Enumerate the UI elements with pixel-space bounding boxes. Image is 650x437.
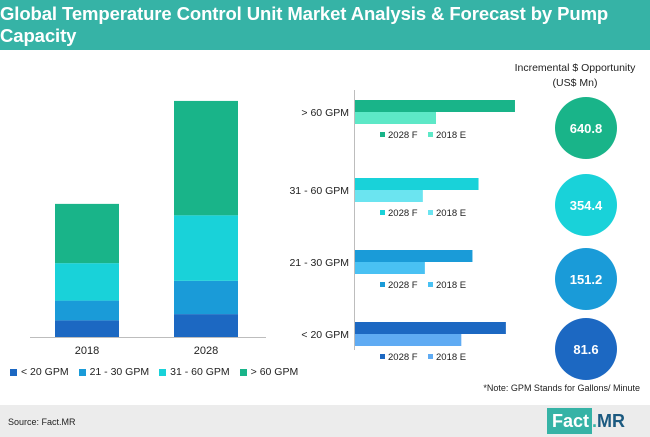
bar-segment-2028-3 (174, 100, 238, 216)
legend-2018-label: 2018 E (436, 130, 466, 141)
legend-item: 21 - 30 GPM (78, 366, 150, 378)
legend-label: > 60 GPM (250, 366, 299, 378)
opportunity-circle: 640.8 (555, 97, 617, 159)
bar-segment-2018-1 (55, 300, 119, 321)
legend-2028-swatch (380, 354, 385, 359)
legend-2018-label: 2018 E (436, 280, 466, 291)
legend-2028-label: 2028 F (388, 208, 418, 219)
footer: Source: Fact.MR Fact . MR (0, 405, 650, 437)
opportunity-circle: 354.4 (555, 174, 617, 236)
opportunity-circle: 151.2 (555, 248, 617, 310)
bar-segment-2028-1 (174, 280, 238, 315)
legend-2028-label: 2028 F (388, 352, 418, 363)
opportunity-header-line1: Incremental $ Opportunity (514, 62, 636, 74)
bar-2018-1 (355, 190, 423, 202)
note: *Note: GPM Stands for Gallons/ Minute (483, 383, 640, 393)
page-title: Global Temperature Control Unit Market A… (0, 3, 609, 46)
legend-2028-swatch (380, 210, 385, 215)
logo-dot: . (592, 410, 598, 431)
stacked-legend: < 20 GPM 21 - 30 GPM 31 - 60 GPM > 60 GPM (10, 366, 298, 378)
bar-segment-2018-2 (55, 263, 119, 301)
legend-label: 31 - 60 GPM (170, 366, 230, 378)
legend-swatch (159, 368, 167, 376)
legend-2018-label: 2018 E (436, 208, 466, 219)
factmr-logo: Fact . MR (547, 407, 642, 435)
legend-2028-swatch (380, 132, 385, 137)
opportunity-header: Incremental $ Opportunity (US$ Mn) (511, 61, 639, 91)
legend-2018-label: 2018 E (436, 352, 466, 363)
legend-label: 21 - 30 GPM (89, 366, 150, 378)
source-text: Source: Fact.MR (8, 417, 76, 427)
legend-2018-swatch (428, 210, 433, 215)
bar-2028-1 (355, 178, 479, 190)
legend-item: > 60 GPM (239, 366, 299, 378)
legend-2028-swatch (380, 282, 385, 287)
bar-2018-2 (355, 262, 425, 274)
legend-swatch (78, 368, 86, 376)
legend-swatch (239, 368, 247, 376)
legend-swatch (10, 368, 17, 376)
legend-2018-swatch (428, 354, 433, 359)
legend-2018-swatch (428, 132, 433, 137)
legend-item: < 20 GPM (10, 366, 69, 378)
opportunity-circle: 81.6 (555, 318, 617, 380)
category-label: > 60 GPM (301, 107, 349, 119)
bar-2028-0 (355, 100, 515, 112)
title-bar: Global Temperature Control Unit Market A… (0, 0, 650, 50)
bar-segment-2018-3 (55, 203, 119, 264)
opportunity-header-line2: (US$ Mn) (552, 77, 598, 89)
legend-2028-label: 2028 F (388, 280, 418, 291)
logo-mr: MR (597, 410, 626, 431)
x-tick-label: 2018 (75, 345, 99, 357)
legend-2018-swatch (428, 282, 433, 287)
chart-area: 2018 2028 > 60 GPM 2028 F 2018 E 31 - 60 GPM 2… (30, 90, 515, 363)
category-label: < 20 GPM (301, 329, 349, 341)
category-label: 21 - 30 GPM (289, 257, 349, 269)
bar-segment-2028-0 (174, 314, 238, 337)
legend-label: < 20 GPM (21, 366, 69, 378)
legend-2028-label: 2028 F (388, 130, 418, 141)
bar-2018-3 (355, 334, 462, 346)
legend-item: 31 - 60 GPM (159, 366, 230, 378)
bar-2018-0 (355, 112, 436, 124)
bar-segment-2028-2 (174, 215, 238, 281)
bar-2028-3 (355, 322, 506, 334)
bar-segment-2018-0 (55, 320, 119, 337)
x-tick-label: 2028 (194, 345, 218, 357)
category-label: 31 - 60 GPM (289, 185, 349, 197)
logo-fact: Fact (547, 408, 593, 434)
bar-2028-2 (355, 250, 473, 262)
